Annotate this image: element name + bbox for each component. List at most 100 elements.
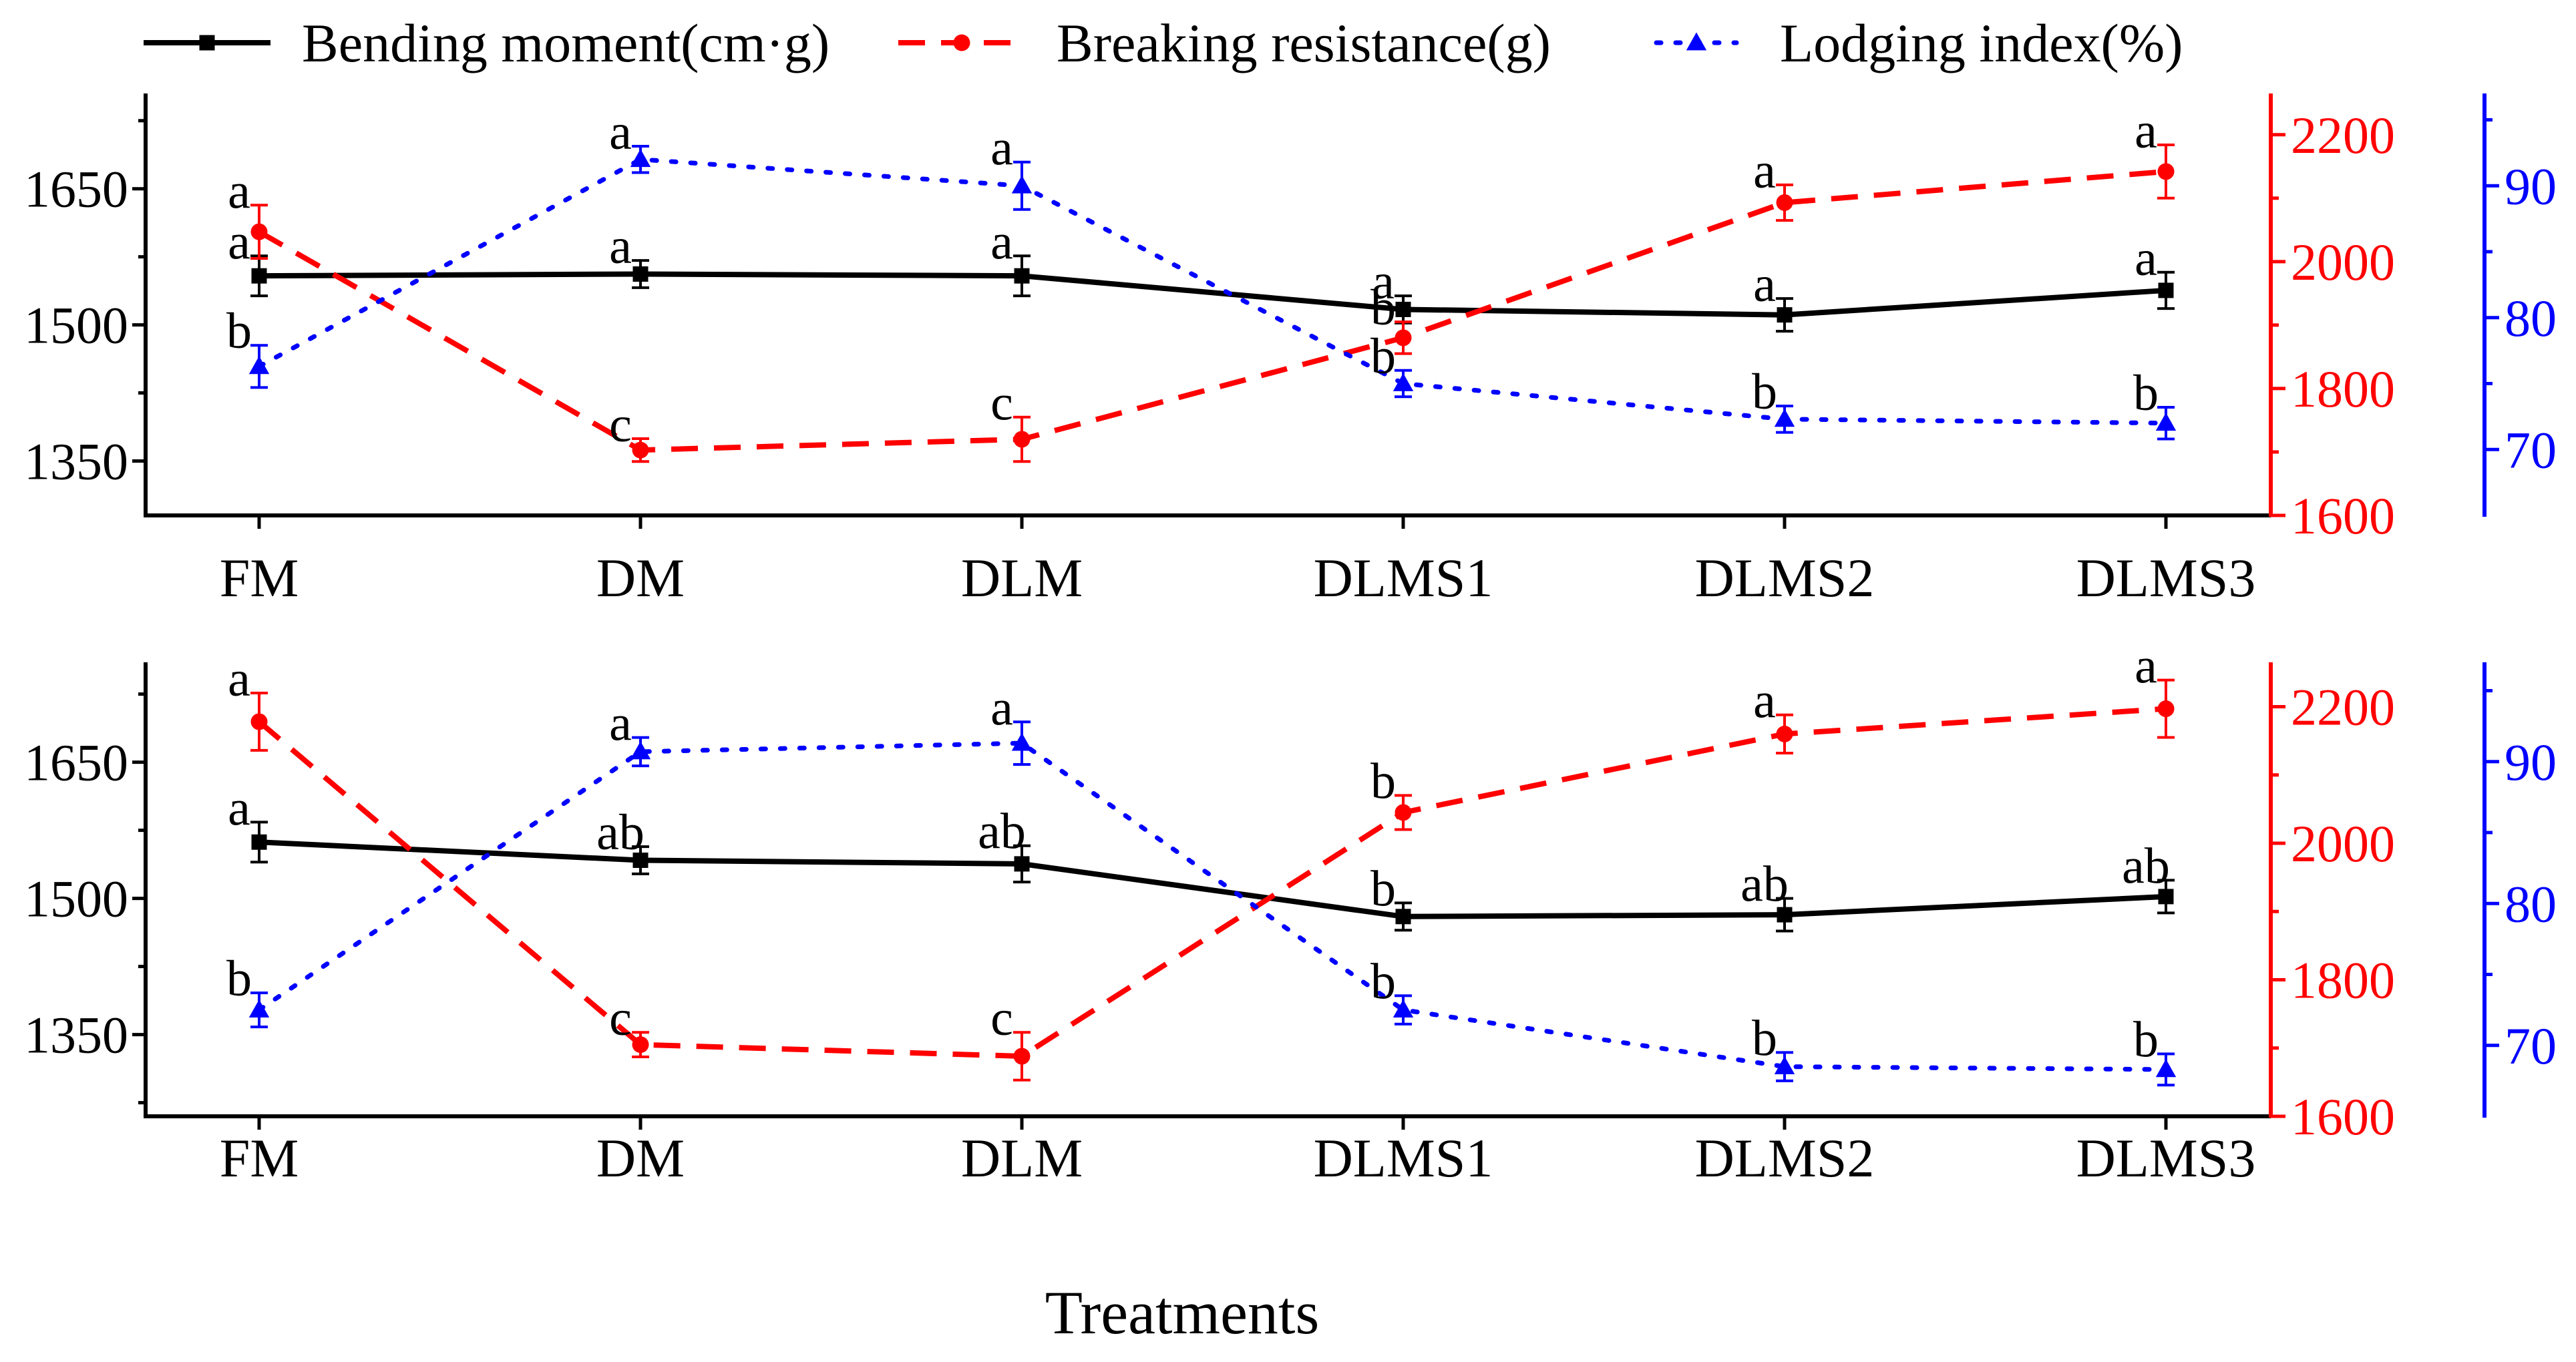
right-axis-breaking-tick-label: 1600: [2291, 1088, 2395, 1146]
significance-label: a: [990, 214, 1013, 270]
data-point: [2157, 163, 2175, 180]
x-axis-tick-label-dlms3: DLMS3: [2076, 1128, 2256, 1188]
significance-label: c: [990, 990, 1013, 1046]
significance-label: a: [2135, 103, 2157, 159]
x-axis: FM DM DLM DLMS1 DLMS2 DLMS3: [144, 513, 2271, 608]
significance-label: b: [226, 303, 252, 359]
significance-label: a: [609, 104, 632, 160]
significance-label: a: [2135, 638, 2157, 694]
significance-label: b: [1370, 328, 1396, 385]
right-axis-breaking: 1600 1800 2000 2200: [2269, 662, 2395, 1146]
series-line: [256, 157, 2169, 426]
right-axis-lodging-tick-label: 90: [2505, 733, 2557, 791]
x-axis: FM DM DLM DLMS1 DLMS2 DLMS3: [144, 1114, 2271, 1188]
data-point: [630, 741, 651, 760]
data-point: [630, 149, 651, 168]
x-axis-tick-label-dlms1: DLMS1: [1314, 547, 1493, 608]
right-axis-lodging-tick-label: 80: [2505, 875, 2557, 933]
significance-label: c: [990, 375, 1013, 431]
significance-label: a: [228, 214, 250, 270]
significance-label: a: [228, 651, 250, 707]
series-line: [256, 740, 2169, 1072]
series-line: [258, 839, 2167, 919]
data-point: [2158, 282, 2174, 298]
right-axis-breaking-tick-label: 1800: [2291, 951, 2395, 1009]
data-point: [251, 834, 267, 850]
legend-label: Lodging index(%): [1780, 13, 2183, 73]
panel-1: 1350 1500 1650 FM DM DLM DLMS1 DLMS2 DLMS3 1600 18…: [24, 93, 2557, 608]
left-axis-tick-label: 1650: [24, 160, 128, 218]
significance-label: a: [2135, 230, 2157, 286]
right-axis-lodging-tick-label: 70: [2505, 1017, 2557, 1075]
data-point: [632, 852, 649, 868]
significance-label: b: [1752, 364, 1777, 420]
series-line: [258, 168, 2167, 453]
significance-label: a: [609, 696, 632, 752]
significance-label: c: [609, 397, 632, 453]
significance-label: b: [1370, 753, 1396, 809]
significance-label: b: [1752, 1010, 1777, 1066]
x-axis-title: Treatments: [1045, 1279, 1320, 1347]
significance-label: b: [226, 951, 252, 1007]
right-axis-lodging-tick-label: 90: [2505, 157, 2557, 215]
right-axis-breaking-tick-label: 2200: [2291, 678, 2395, 736]
right-axis-lodging-tick-label: 80: [2505, 289, 2557, 347]
significance-label: b: [2133, 365, 2159, 421]
data-point: [1014, 268, 1030, 284]
data-point: [1393, 999, 1414, 1018]
significance-label: a: [1372, 254, 1395, 310]
significance-label: a: [1753, 143, 1776, 199]
data-point: [1776, 194, 1793, 211]
data-point: [1777, 907, 1793, 923]
panel-2: 1350 1500 1650 FM DM DLM DLMS1 DLMS2 DLMS3 1600 18…: [24, 638, 2557, 1188]
significance-label: a: [609, 218, 632, 274]
data-point: [250, 223, 268, 240]
left-axis: 1350 1500 1650: [24, 93, 148, 517]
significance-label: b: [1370, 280, 1396, 336]
x-axis-tick-label-fm: FM: [220, 1128, 299, 1188]
data-point: [1774, 409, 1795, 427]
x-axis-tick-label-dm: DM: [596, 547, 685, 608]
data-point: [1011, 175, 1033, 194]
right-axis-breaking-tick-label: 1800: [2291, 360, 2395, 418]
significance-label: a: [228, 163, 250, 219]
legend-entry-breaking-resistance-g: Breaking resistance(g): [898, 13, 1551, 73]
significance-label: b: [1370, 861, 1396, 917]
significance-label: b: [2133, 1012, 2159, 1068]
significance-label: b: [1370, 953, 1396, 1009]
panels: 1350 1500 1650 FM DM DLM DLMS1 DLMS2 DLMS3 1600 18…: [24, 93, 2557, 1188]
series-line: [257, 706, 2167, 1060]
x-axis-tick-label-dm: DM: [596, 1128, 685, 1188]
x-axis-tick-label-dlms2: DLMS2: [1695, 547, 1875, 608]
data-point: [632, 1036, 649, 1054]
series-lodging-index: ba abb b: [226, 680, 2177, 1087]
data-point: [1011, 732, 1033, 751]
data-point: [1393, 373, 1414, 391]
left-axis-tick-label: 1350: [24, 1006, 128, 1064]
x-axis-tick-label-dlms1: DLMS1: [1314, 1128, 1493, 1188]
x-axis-tick-label-fm: FM: [220, 547, 299, 608]
data-point: [1777, 307, 1793, 323]
left-axis-tick-label: 1650: [24, 734, 128, 792]
right-axis-breaking-tick-label: 2000: [2291, 815, 2395, 873]
data-point: [250, 713, 268, 730]
data-point: [2155, 1059, 2177, 1078]
legend-marker: [199, 35, 215, 51]
data-point: [248, 999, 270, 1018]
legend-entry-bending-moment-cm-g: Bending moment(cm·g): [144, 13, 830, 73]
data-point: [1013, 431, 1031, 448]
right-axis-lodging-tick-label: 70: [2505, 421, 2557, 479]
significance-label: a: [228, 780, 250, 836]
data-point: [632, 441, 649, 459]
data-point: [1013, 1048, 1031, 1065]
left-axis-tick-label: 1350: [24, 432, 128, 490]
series-bending-moment-cm-g: a ab ab b ab ab: [228, 780, 2175, 933]
left-axis-tick-label: 1500: [24, 296, 128, 355]
data-point: [1395, 329, 1412, 347]
right-axis-breaking-tick-label: 1600: [2291, 487, 2395, 545]
right-axis-lodging: 70 80 90: [2482, 93, 2557, 517]
significance-label: ab: [978, 804, 1026, 860]
data-point: [2155, 413, 2177, 431]
